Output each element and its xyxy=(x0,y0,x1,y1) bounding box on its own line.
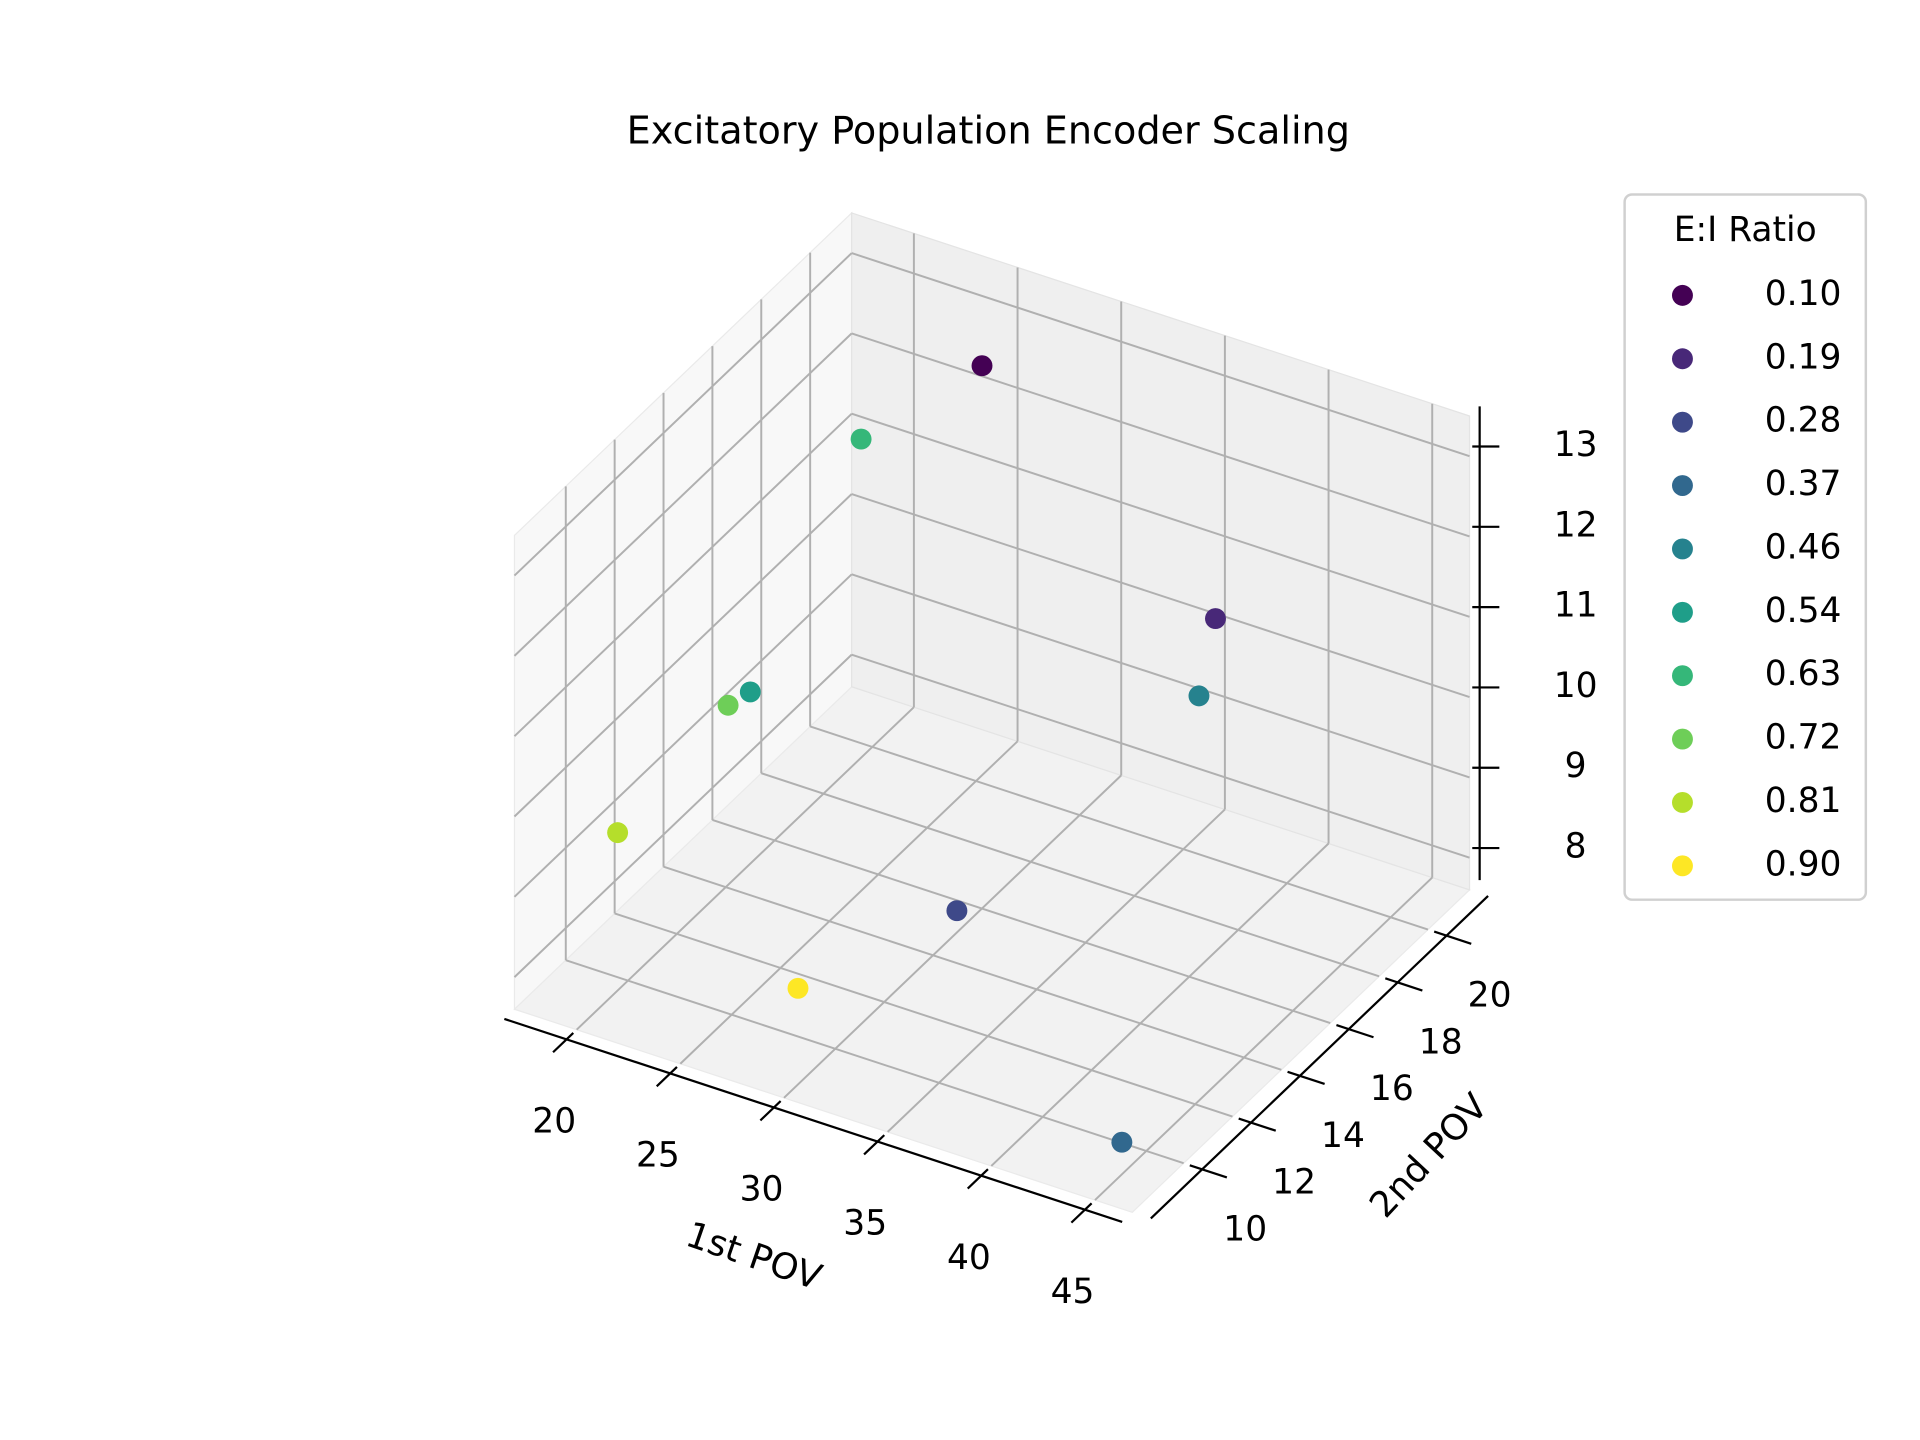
x-tick xyxy=(759,1100,782,1122)
legend: E:I Ratio 0.10 0.19 0.28 0.37 0.46 0.54 0.63 0.… xyxy=(1623,193,1868,901)
z-tick-label: 13 xyxy=(1554,425,1598,465)
y-tick xyxy=(1189,1164,1228,1179)
legend-marker xyxy=(1672,475,1693,496)
x-axis-label: 1st POV xyxy=(681,1214,827,1299)
legend-label: 0.37 xyxy=(1765,464,1842,504)
points xyxy=(607,355,1226,1153)
legend-label: 0.19 xyxy=(1765,337,1842,377)
point xyxy=(850,428,872,450)
x-tick-label: 40 xyxy=(947,1238,991,1278)
x-tick xyxy=(966,1168,989,1190)
grid-line xyxy=(851,493,1470,699)
legend-title: E:I Ratio xyxy=(1674,210,1817,250)
grid-line xyxy=(513,653,853,978)
legend-label: 0.28 xyxy=(1765,401,1842,441)
point xyxy=(1111,1131,1133,1153)
y-tick xyxy=(1287,1070,1325,1086)
legend-box xyxy=(1623,193,1868,901)
x-tick xyxy=(655,1066,678,1088)
legend-label: 0.10 xyxy=(1765,274,1842,314)
grid-line xyxy=(663,865,1282,1071)
legend-label: 0.54 xyxy=(1765,591,1842,631)
legend-marker xyxy=(1672,855,1693,877)
grid-line xyxy=(565,959,1184,1165)
x-tick xyxy=(1070,1202,1093,1224)
legend-marker xyxy=(1672,665,1693,687)
legend-label: 0.72 xyxy=(1765,718,1842,758)
panes xyxy=(513,211,1471,1214)
legend-label: 0.46 xyxy=(1765,527,1842,567)
grid-line xyxy=(851,252,1470,458)
z-tick-label: 9 xyxy=(1565,746,1587,786)
legend-label: 0.90 xyxy=(1765,844,1842,884)
legend-marker xyxy=(1672,284,1693,306)
grid-line xyxy=(513,493,853,818)
legend-marker xyxy=(1672,348,1693,370)
x-tick-label: 45 xyxy=(1051,1272,1095,1312)
back-pane xyxy=(851,212,1471,891)
y-axis-line xyxy=(1150,895,1489,1220)
grid-line xyxy=(990,842,1330,1167)
grid-line xyxy=(1094,876,1433,1201)
grid-line xyxy=(851,332,1470,538)
grid-line xyxy=(783,774,1122,1099)
x-tick xyxy=(863,1134,886,1156)
grid-line xyxy=(851,573,1470,779)
grid xyxy=(513,233,1470,1201)
y-tick xyxy=(1336,1024,1374,1039)
y-tick-label: 14 xyxy=(1321,1116,1365,1156)
point xyxy=(946,900,968,922)
point xyxy=(607,822,629,844)
x-tick-label: 30 xyxy=(740,1170,784,1210)
grid-line xyxy=(712,819,1331,1024)
x-tick-label: 25 xyxy=(636,1136,680,1176)
grid-line xyxy=(513,332,853,657)
grid-line xyxy=(513,412,853,737)
legend-marker xyxy=(1672,728,1693,750)
grid-line xyxy=(513,252,853,577)
z-tick-label: 12 xyxy=(1554,505,1598,545)
point xyxy=(971,355,993,377)
y-tick xyxy=(1384,977,1423,992)
y-tick-label: 16 xyxy=(1370,1069,1414,1109)
y-tick-label: 20 xyxy=(1468,976,1512,1016)
x-axis-line xyxy=(503,1017,1123,1224)
point xyxy=(787,977,809,999)
grid-line xyxy=(886,808,1226,1133)
legend-marker xyxy=(1672,538,1693,560)
legend-marker xyxy=(1672,601,1693,623)
grid-line xyxy=(851,653,1470,859)
y-tick-label: 10 xyxy=(1223,1209,1267,1249)
point xyxy=(717,694,739,716)
x-tick-label: 35 xyxy=(843,1204,887,1244)
grid-line xyxy=(679,740,1019,1065)
legend-label: 0.81 xyxy=(1765,781,1842,821)
chart-title: Excitatory Population Encoder Scaling xyxy=(627,108,1350,152)
x-tick-label: 20 xyxy=(532,1102,576,1142)
z-tick-label: 11 xyxy=(1554,586,1598,626)
grid-line xyxy=(809,725,1429,931)
grid-line xyxy=(614,912,1233,1118)
grid-line xyxy=(575,706,915,1031)
point xyxy=(1188,685,1210,707)
legend-marker xyxy=(1672,792,1693,813)
y-tick xyxy=(1238,1117,1277,1132)
point xyxy=(1205,608,1226,630)
legend-marker xyxy=(1672,411,1693,433)
y-tick-label: 18 xyxy=(1419,1022,1463,1062)
grid-line xyxy=(513,573,853,898)
x-tick xyxy=(552,1032,575,1054)
z-tick-label: 8 xyxy=(1565,827,1587,867)
y-tick xyxy=(1433,930,1472,945)
grid-line xyxy=(851,412,1470,618)
legend-label: 0.63 xyxy=(1765,654,1842,694)
point xyxy=(739,681,761,703)
z-tick-label: 10 xyxy=(1554,666,1598,706)
grid-line xyxy=(760,772,1380,978)
y-tick-label: 12 xyxy=(1272,1163,1316,1203)
